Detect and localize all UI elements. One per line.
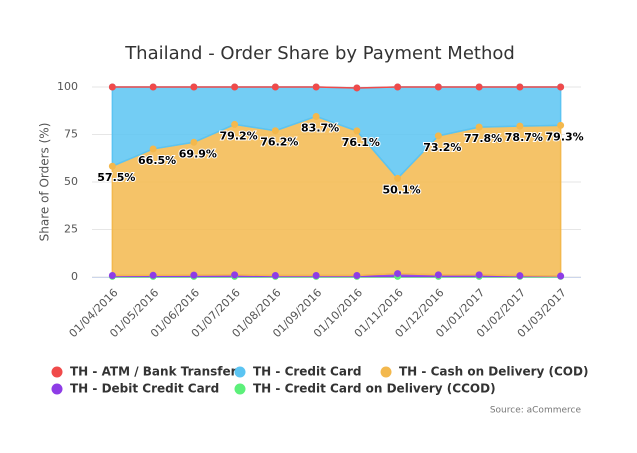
marker: [271, 127, 279, 135]
data-label: 77.8%: [464, 132, 502, 145]
marker: [557, 83, 565, 91]
marker: [434, 132, 442, 140]
marker: [149, 145, 157, 153]
marker: [475, 271, 483, 279]
data-label: 69.9%: [179, 147, 217, 160]
marker: [475, 123, 483, 131]
data-label: 57.5%: [97, 171, 135, 184]
legend-symbol: [234, 383, 246, 395]
marker: [434, 83, 442, 91]
legend-label: TH - Cash on Delivery (COD): [399, 365, 588, 379]
marker: [271, 83, 279, 91]
marker: [557, 121, 565, 129]
marker: [190, 83, 198, 91]
marker: [394, 270, 402, 278]
marker: [108, 83, 116, 91]
legend-label: TH - Debit Credit Card: [70, 382, 219, 396]
marker: [231, 120, 239, 128]
marker: [190, 138, 198, 146]
data-label: 66.5%: [138, 154, 176, 167]
source: Source: aCommerce: [490, 406, 582, 416]
y-axis-label: Share of Orders (%): [38, 123, 52, 242]
marker: [149, 83, 157, 91]
chart-title: Thailand - Order Share by Payment Method: [124, 43, 515, 64]
data-label: 76.1%: [342, 136, 380, 149]
legend-symbol: [51, 383, 63, 395]
data-label: 79.2%: [220, 129, 258, 142]
marker: [312, 83, 320, 91]
marker: [149, 271, 157, 279]
marker: [108, 271, 116, 279]
marker: [271, 271, 279, 279]
data-label: 83.7%: [301, 121, 339, 134]
y-tick-label: 0: [71, 270, 78, 283]
marker: [516, 83, 524, 91]
marker: [516, 272, 524, 280]
marker: [516, 122, 524, 130]
legend-symbol: [234, 366, 246, 378]
y-tick-label: 25: [64, 223, 78, 236]
legend-label: TH - Credit Card on Delivery (CCOD): [253, 382, 496, 396]
marker: [394, 83, 402, 91]
marker: [231, 83, 239, 91]
y-tick-label: 100: [57, 80, 78, 93]
marker: [312, 112, 320, 120]
legend-label: TH - Credit Card: [253, 365, 361, 379]
marker: [108, 162, 116, 170]
data-label: 50.1%: [383, 183, 421, 196]
marker: [312, 271, 320, 279]
data-label: 78.7%: [505, 131, 543, 144]
marker: [475, 83, 483, 91]
marker: [353, 127, 361, 135]
data-label: 79.3%: [546, 130, 584, 143]
legend-symbol: [51, 366, 63, 378]
data-label: 76.2%: [260, 136, 298, 149]
marker: [394, 174, 402, 182]
data-label: 73.2%: [423, 141, 461, 154]
marker: [353, 84, 361, 92]
marker: [190, 271, 198, 279]
marker: [231, 271, 239, 279]
area: [112, 86, 561, 89]
marker: [353, 271, 361, 279]
y-tick-label: 75: [64, 128, 78, 141]
marker: [557, 272, 565, 280]
y-tick-label: 50: [64, 175, 78, 188]
marker: [434, 271, 442, 279]
legend-label: TH - ATM / Bank Transfer: [70, 365, 237, 379]
legend-symbol: [380, 366, 392, 378]
